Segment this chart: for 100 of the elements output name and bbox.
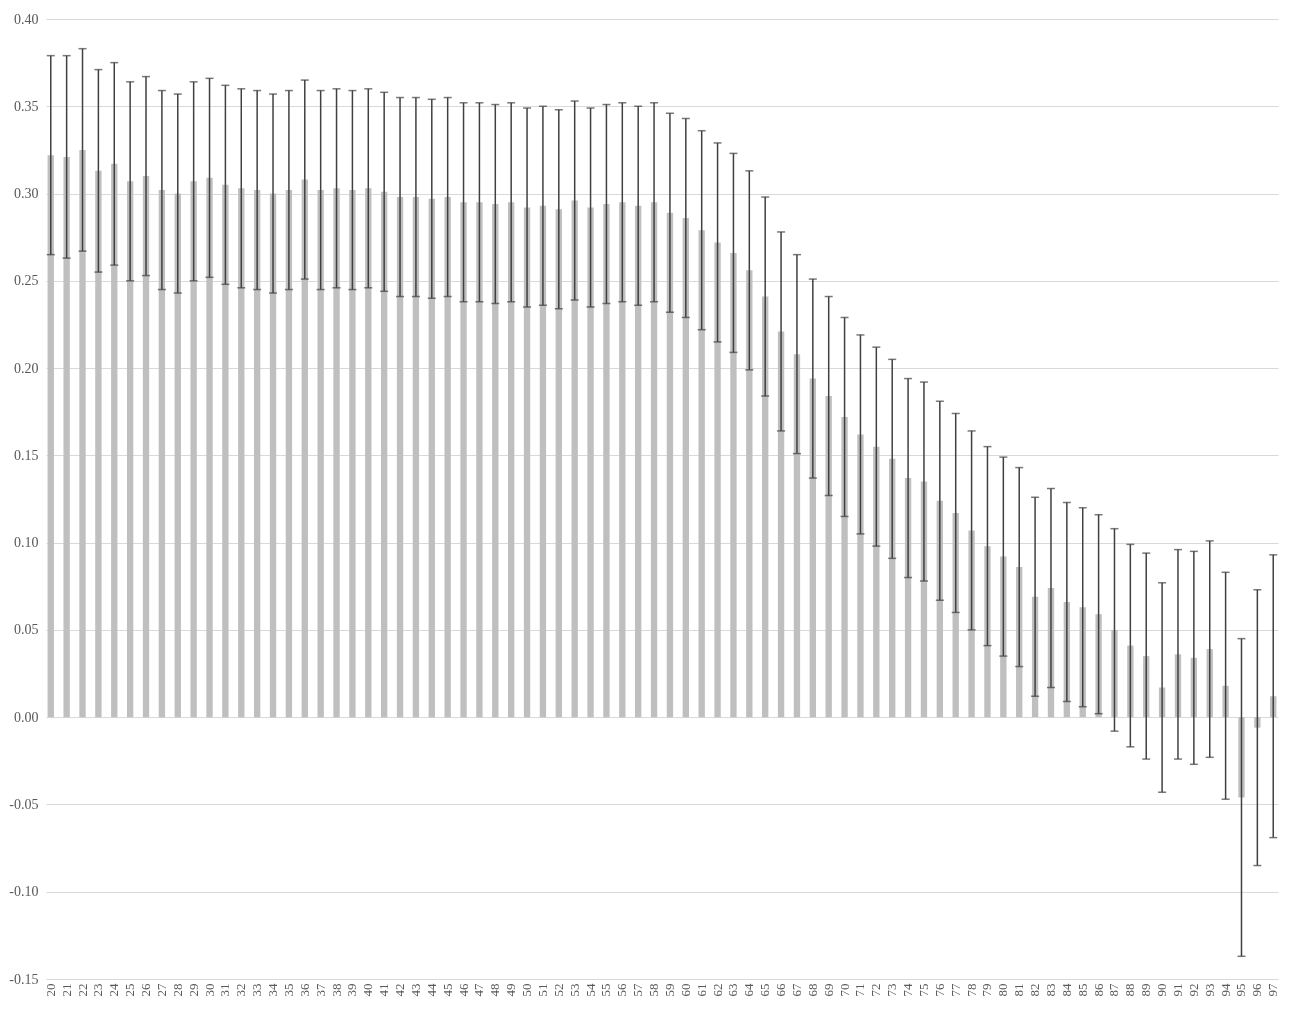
x-tick-label: 47 [471,983,487,997]
x-tick-label: 75 [915,983,931,997]
x-tick-label: 79 [979,983,995,997]
x-tick-label: 86 [1090,983,1106,997]
y-tick-label: -0.05 [9,796,39,812]
x-tick-label: 26 [138,983,154,997]
y-tick-label: 0.00 [14,709,39,725]
x-tick-label: 74 [900,983,916,997]
bar [857,434,864,718]
x-tick-label: 69 [820,983,836,997]
bar [492,204,499,718]
bar [746,270,753,718]
x-tick-label: 54 [582,983,598,997]
x-tick-label: 97 [1265,983,1281,997]
x-tick-label: 78 [963,983,979,997]
x-tick-label: 95 [1233,983,1249,997]
x-tick-label: 88 [1122,983,1138,997]
x-tick-label: 50 [519,983,535,997]
bar [317,190,324,718]
bar [984,546,991,718]
x-tick-label: 61 [693,983,709,997]
x-tick-label: 66 [773,983,789,997]
y-tick-label: 0.10 [14,535,39,551]
x-tick-label: 44 [423,983,439,997]
x-tick-label: 22 [74,983,90,997]
x-tick-label: 64 [741,983,757,997]
x-tick-label: 93 [1201,983,1217,997]
y-tick-label: -0.15 [9,971,39,987]
x-tick-label: 42 [392,983,408,997]
x-tick-label: 20 [42,983,58,997]
x-tick-label: 80 [995,983,1011,997]
x-tick-label: 33 [249,983,265,997]
x-tick-label: 91 [1169,983,1185,997]
x-tick-label: 55 [598,983,614,997]
x-tick-label: 25 [122,983,138,997]
x-tick-label: 81 [1011,983,1027,997]
bar [190,181,197,718]
x-tick-label: 31 [217,983,233,997]
x-tick-label: 65 [757,983,773,997]
x-tick-label: 57 [630,983,646,997]
y-tick-label: 0.20 [14,360,39,376]
y-tick-label: 0.05 [14,622,39,638]
x-tick-label: 92 [1185,983,1201,997]
x-tick-label: 96 [1249,983,1265,997]
bar [587,207,594,718]
y-tick-label: 0.35 [14,98,39,114]
x-tick-label: 72 [868,983,884,997]
bar [349,190,356,718]
x-tick-label: 48 [487,983,503,997]
bar [619,202,626,718]
bar [476,202,483,718]
x-tick-label: 39 [344,983,360,997]
x-tick-label: 71 [852,983,868,997]
x-tick-label: 59 [661,983,677,997]
x-tick-label: 34 [265,983,281,997]
x-tick-label: 89 [1138,983,1154,997]
bar [873,446,880,718]
bar [222,184,229,718]
bar [1000,556,1007,718]
y-tick-label: 0.40 [14,11,39,27]
x-tick-label: 76 [931,983,947,997]
x-tick-label: 85 [1074,983,1090,997]
x-tick-label: 63 [725,983,741,997]
y-tick-label: 0.30 [14,186,39,202]
x-tick-label: 87 [1106,983,1122,997]
bar [333,188,340,718]
x-tick-label: 41 [376,983,392,997]
y-tick-label: 0.15 [14,447,39,463]
x-tick-label: 82 [1027,983,1043,997]
x-tick-label: 21 [58,983,74,997]
x-tick-label: 51 [534,983,550,997]
bar [79,149,86,718]
bar [111,163,118,718]
bar [142,176,150,718]
x-tick-label: 45 [439,983,455,997]
bar [698,230,705,718]
x-tick-label: 24 [106,983,122,997]
x-tick-label: 23 [90,983,106,997]
x-tick-label: 29 [185,983,201,997]
bar [365,188,372,718]
bar [63,156,70,718]
bar [841,416,848,718]
x-tick-label: 30 [201,983,217,997]
bar [460,202,467,718]
bar [206,177,213,718]
x-tick-label: 37 [312,983,328,997]
y-tick-label: 0.25 [14,273,39,289]
x-tick-label: 27 [153,983,169,997]
bar [238,188,245,718]
x-tick-label: 32 [233,983,249,997]
x-tick-label: 28 [169,983,185,997]
x-tick-label: 38 [328,983,344,997]
bar [968,530,975,718]
x-tick-label: 94 [1217,983,1233,997]
x-tick-label: 58 [646,983,662,997]
x-tick-label: 40 [360,983,376,997]
x-tick-label: 84 [1058,983,1074,997]
x-tick-label: 60 [677,983,693,997]
x-tick-label: 46 [455,983,471,997]
x-tick-label: 52 [550,983,566,997]
